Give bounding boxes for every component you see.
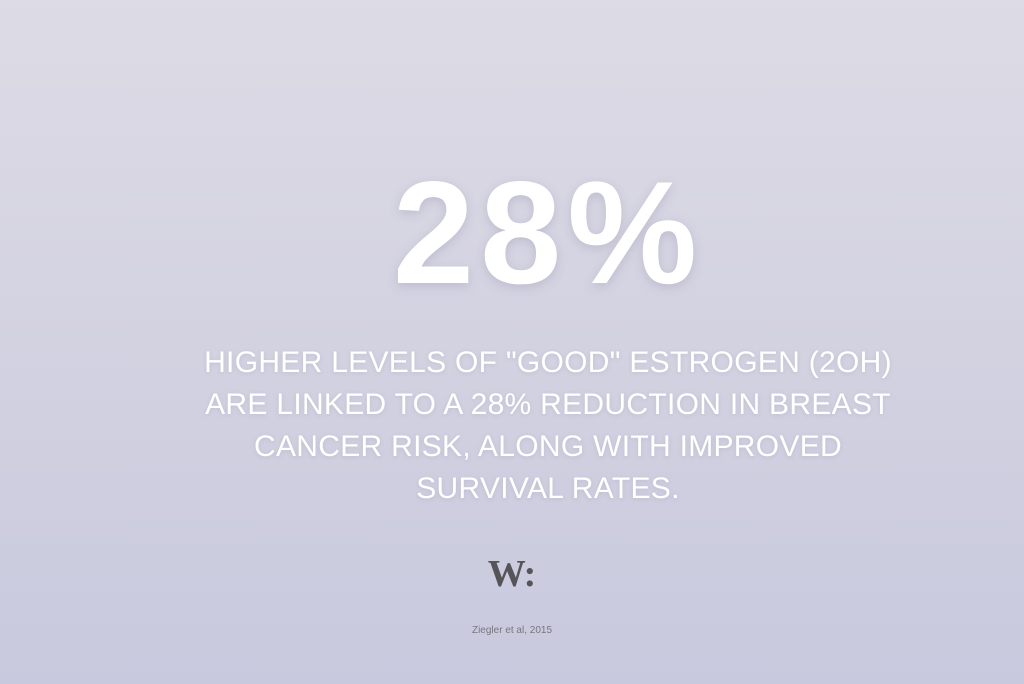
logo: W:	[487, 553, 537, 595]
statement-line: SURVIVAL RATES.	[416, 472, 680, 505]
stat: 28%	[392, 151, 704, 314]
statement-line: CANCER RISK, ALONG WITH IMPROVED	[253, 430, 842, 463]
statement: HIGHER LEVELS OF "GOOD" ESTROGEN (2OH) AR…	[36, 342, 1024, 510]
citation: Ziegler et al, 2015	[471, 625, 553, 636]
statement-line: HIGHER LEVELS OF "GOOD" ESTROGEN (2OH)	[204, 346, 892, 379]
statement-line: ARE LINKED TO A 28% REDUCTION IN BREAST	[205, 388, 891, 421]
